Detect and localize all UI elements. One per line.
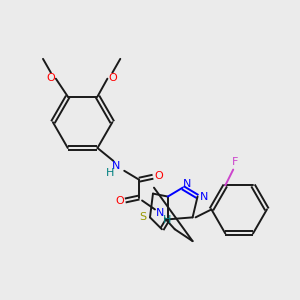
- Text: N: N: [182, 179, 191, 189]
- Text: N: N: [200, 192, 209, 202]
- Text: O: O: [154, 171, 163, 181]
- Text: S: S: [140, 212, 147, 222]
- Text: O: O: [46, 73, 55, 83]
- Text: H: H: [163, 215, 171, 225]
- Text: N: N: [156, 208, 164, 218]
- Text: N: N: [112, 161, 121, 171]
- Text: O: O: [115, 196, 124, 206]
- Text: F: F: [232, 157, 238, 166]
- Text: H: H: [106, 168, 115, 178]
- Text: O: O: [108, 73, 117, 83]
